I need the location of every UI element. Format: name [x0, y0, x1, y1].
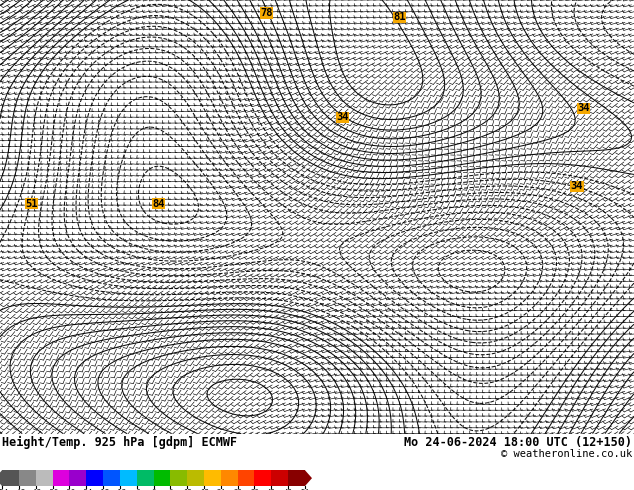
Polygon shape [288, 470, 305, 486]
Text: 18: 18 [200, 489, 209, 490]
Polygon shape [0, 470, 2, 486]
Polygon shape [36, 470, 53, 486]
Polygon shape [187, 470, 204, 486]
Polygon shape [271, 470, 288, 486]
Polygon shape [254, 470, 271, 486]
Polygon shape [19, 470, 36, 486]
Polygon shape [153, 470, 171, 486]
Polygon shape [120, 470, 137, 486]
Text: 34: 34 [571, 181, 583, 192]
Text: -54: -54 [0, 489, 9, 490]
Text: 36: 36 [250, 489, 259, 490]
Text: -30: -30 [63, 489, 76, 490]
Text: 6: 6 [168, 489, 172, 490]
Text: -36: -36 [46, 489, 59, 490]
Polygon shape [221, 470, 238, 486]
Polygon shape [2, 470, 19, 486]
Polygon shape [103, 470, 120, 486]
Polygon shape [238, 470, 254, 486]
Text: 54: 54 [301, 489, 309, 490]
Text: © weatheronline.co.uk: © weatheronline.co.uk [501, 449, 632, 460]
Text: 0: 0 [152, 489, 156, 490]
Text: 81: 81 [393, 12, 406, 23]
Text: Height/Temp. 925 hPa [gdpm] ECMWF: Height/Temp. 925 hPa [gdpm] ECMWF [2, 436, 237, 449]
Text: -12: -12 [113, 489, 126, 490]
Text: 78: 78 [260, 8, 273, 18]
Polygon shape [171, 470, 187, 486]
Text: Mo 24-06-2024 18:00 UTC (12+150): Mo 24-06-2024 18:00 UTC (12+150) [404, 436, 632, 449]
Text: 48: 48 [284, 489, 292, 490]
Text: -6: -6 [133, 489, 141, 490]
Polygon shape [137, 470, 153, 486]
Text: -42: -42 [29, 489, 42, 490]
Text: 12: 12 [183, 489, 191, 490]
Text: 30: 30 [233, 489, 242, 490]
Polygon shape [305, 470, 312, 486]
Polygon shape [69, 470, 86, 486]
Text: -24: -24 [80, 489, 93, 490]
Text: 51: 51 [25, 199, 38, 209]
Text: 34: 34 [336, 112, 349, 122]
Polygon shape [53, 470, 69, 486]
Text: 24: 24 [216, 489, 225, 490]
Polygon shape [204, 470, 221, 486]
Text: 42: 42 [267, 489, 276, 490]
Text: 84: 84 [152, 199, 165, 209]
Text: -48: -48 [12, 489, 25, 490]
Text: 34: 34 [577, 103, 590, 113]
Text: -18: -18 [96, 489, 110, 490]
Polygon shape [86, 470, 103, 486]
